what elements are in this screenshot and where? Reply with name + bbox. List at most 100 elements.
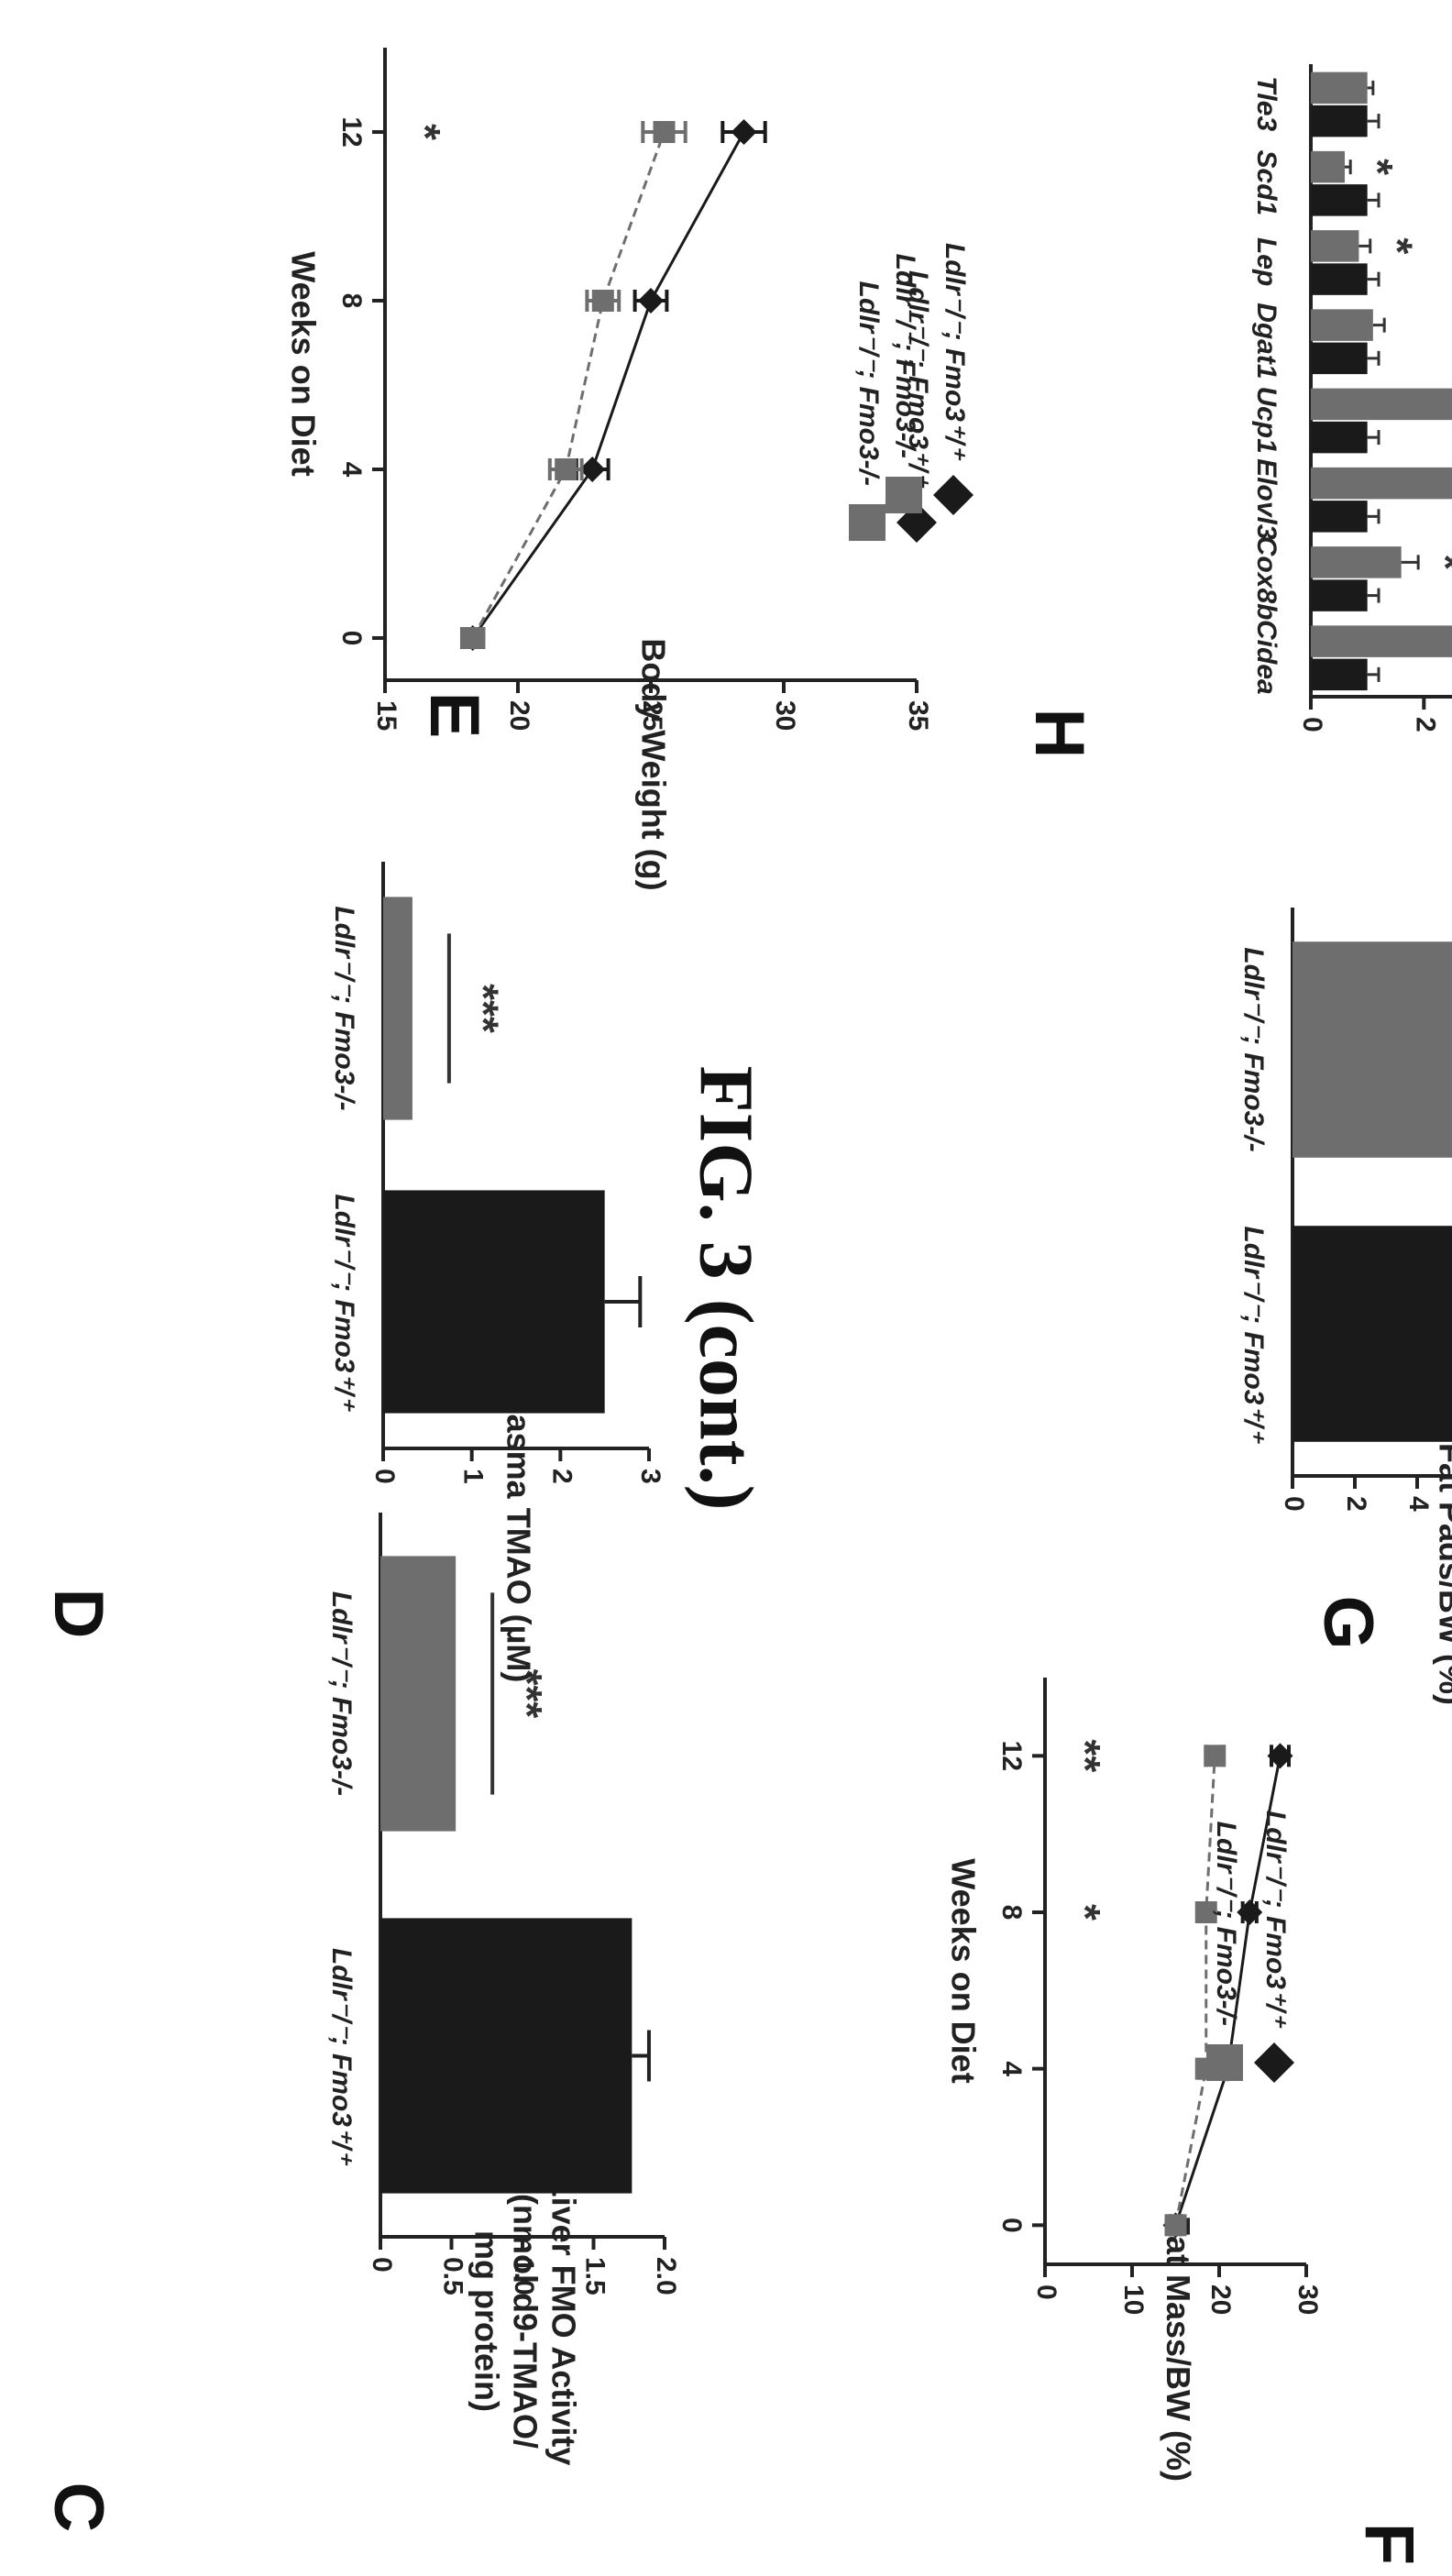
legend-label: Ldlr⁻/⁻; Fmo3⁺/⁺ <box>903 270 933 489</box>
data-point-square <box>461 627 484 649</box>
series-line <box>471 131 666 639</box>
bar <box>1311 546 1402 578</box>
series-line <box>471 131 745 639</box>
x-category-label: Cidea <box>1251 620 1282 695</box>
legend-label: Ldlr⁻/⁻; Fmo3⁺/⁺ <box>940 243 970 461</box>
y-tick-label: 0 <box>367 2257 397 2273</box>
x-tick-label: 4 <box>996 2061 1027 2076</box>
series-line <box>1174 1756 1282 2226</box>
y-axis-label: Liver FMO Activity <box>544 2177 582 2466</box>
significance-marker: * <box>402 124 449 140</box>
y-tick-label: 1.5 <box>580 2257 610 2295</box>
significance-marker: * <box>1354 159 1402 175</box>
data-point-diamond <box>1237 1899 1263 1925</box>
bar <box>1292 941 1452 1158</box>
x-category-label: Lep <box>1251 237 1282 286</box>
y-tick-label: 15 <box>371 700 402 731</box>
bar <box>1311 467 1452 500</box>
legend-label: Ldlr⁻/⁻; Fmo3-/- <box>853 281 884 486</box>
bar <box>1311 72 1368 105</box>
bar <box>1311 658 1368 691</box>
legend-marker-square <box>886 477 922 513</box>
figure-title: FIG. 3 (cont.) <box>683 1065 769 1511</box>
y-axis-label: 4 Fat Pads/BW (%) <box>1432 1415 1452 1705</box>
y-axis-label: Body Weight (g) <box>634 638 672 890</box>
y-tick-label: 0 <box>1297 717 1327 732</box>
y-tick-label: 1 <box>458 1469 489 1484</box>
bar <box>1311 579 1368 611</box>
legend-marker-diamond <box>1254 2042 1294 2083</box>
x-category-label: Cox8b <box>1251 536 1282 621</box>
bar <box>1311 501 1368 533</box>
y-tick-label: 3 <box>635 1469 666 1484</box>
bar <box>1311 342 1368 375</box>
significance-marker: ** <box>1062 1739 1109 1772</box>
y-tick-label: 1.0 <box>509 2257 539 2295</box>
x-axis-label: Weeks on Diet <box>944 1858 982 2083</box>
bar <box>383 1190 605 1414</box>
panel-letter: D <box>39 1589 117 1639</box>
legend-marker-square <box>849 504 886 541</box>
x-category-label: Dgat1 <box>1251 303 1282 379</box>
panel-letter: E <box>415 692 493 739</box>
data-point-square <box>555 458 578 480</box>
bar <box>1311 263 1368 295</box>
x-axis-label: Weeks on Diet <box>284 251 322 476</box>
x-category-label: Scd1 <box>1251 150 1282 216</box>
panel-letter: G <box>1309 1595 1387 1649</box>
x-tick-label: 12 <box>336 116 367 147</box>
x-category-label: Ldlr⁻/⁻; Fmo3⁺/⁺ <box>329 1194 359 1412</box>
significance-marker: *** <box>460 984 508 1033</box>
bar <box>1311 388 1452 421</box>
bar <box>1311 421 1368 454</box>
legend-marker-square <box>1206 2044 1243 2081</box>
x-category-label: Elovl3 <box>1251 458 1282 540</box>
legend-marker-diamond <box>933 475 974 515</box>
legend-label: Ldlr⁻/⁻; Fmo3-/- <box>1211 1822 1241 2026</box>
x-category-label: Ldlr⁻/⁻; Fmo3-/- <box>329 906 359 1110</box>
bar <box>1311 105 1368 138</box>
data-point-diamond <box>579 457 606 482</box>
data-point-diamond <box>1267 1743 1293 1769</box>
x-category-label: Tle3 <box>1251 76 1282 131</box>
significance-marker: *** <box>503 1669 551 1719</box>
x-tick-label: 8 <box>336 293 367 309</box>
bar <box>1292 1226 1452 1442</box>
significance-marker: * <box>1062 1904 1109 1921</box>
y-axis-label: Fat Mass/BW (%) <box>1160 2216 1197 2482</box>
bar <box>1311 184 1368 216</box>
y-tick-label: 0 <box>1279 1496 1309 1512</box>
y-tick-label: 30 <box>1292 2284 1323 2315</box>
y-tick-label: 2 <box>1410 717 1440 732</box>
bar <box>1311 150 1345 183</box>
y-tick-label: 35 <box>903 700 933 731</box>
data-point-diamond <box>459 625 486 651</box>
bar <box>380 1556 456 1832</box>
significance-marker: * <box>1422 554 1452 570</box>
series-line <box>1174 1756 1216 2226</box>
x-tick-label: 8 <box>996 1905 1027 1921</box>
y-tick-label: 10 <box>1118 2284 1149 2315</box>
y-axis-label: mg protein) <box>468 2230 505 2412</box>
significance-marker: * <box>1374 237 1422 254</box>
y-tick-label: 0.5 <box>438 2257 468 2295</box>
x-category-label: Ucp1 <box>1251 386 1282 453</box>
y-axis-label: Plasma TMAO (µM) <box>500 1383 537 1683</box>
bar <box>1311 625 1452 657</box>
data-point-square <box>591 290 614 312</box>
bar <box>1311 230 1359 262</box>
legend-label: Ldlr⁻/⁻; Fmo3-/- <box>890 254 920 458</box>
y-tick-label: 2 <box>546 1469 577 1484</box>
x-category-label: Ldlr⁻/⁻; Fmo3-/- <box>326 1591 357 1796</box>
y-tick-label: 2 <box>1341 1496 1371 1512</box>
data-point-diamond <box>1162 2212 1189 2239</box>
y-tick-label: 25 <box>637 700 667 731</box>
legend-marker-diamond <box>896 502 937 543</box>
data-point-diamond <box>731 119 757 145</box>
x-tick-label: 12 <box>996 1741 1027 1771</box>
y-tick-label: 2.0 <box>651 2257 681 2295</box>
bar <box>1311 309 1373 341</box>
y-tick-label: 30 <box>770 700 800 731</box>
y-axis-label: (nmol d9-TMAO/ <box>506 2194 544 2449</box>
bar <box>383 897 412 1120</box>
